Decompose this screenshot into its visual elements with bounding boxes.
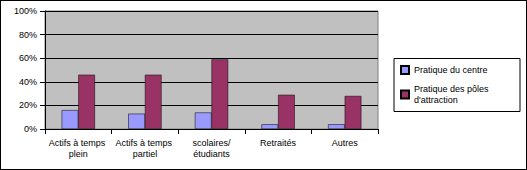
svg-text:Pratique des pôles: Pratique des pôles — [414, 84, 491, 94]
svg-text:100%: 100% — [14, 6, 37, 16]
svg-text:Autres: Autres — [332, 138, 359, 148]
svg-text:80%: 80% — [19, 30, 37, 40]
svg-text:60%: 60% — [19, 53, 37, 63]
svg-text:plein: plein — [69, 149, 88, 159]
svg-text:Pratique du centre: Pratique du centre — [414, 65, 488, 75]
svg-text:Retraités: Retraités — [260, 138, 297, 148]
svg-text:40%: 40% — [19, 77, 37, 87]
svg-text:partiel: partiel — [133, 149, 158, 159]
svg-text:d'attraction: d'attraction — [414, 95, 458, 105]
svg-text:Actifs à temps: Actifs à temps — [115, 138, 174, 148]
svg-text:Actifs à temps: Actifs à temps — [49, 138, 108, 148]
svg-text:étudiants: étudiants — [193, 149, 230, 159]
svg-text:20%: 20% — [19, 100, 37, 110]
svg-text:0%: 0% — [24, 124, 37, 134]
svg-text:scolaires/: scolaires/ — [192, 138, 231, 148]
